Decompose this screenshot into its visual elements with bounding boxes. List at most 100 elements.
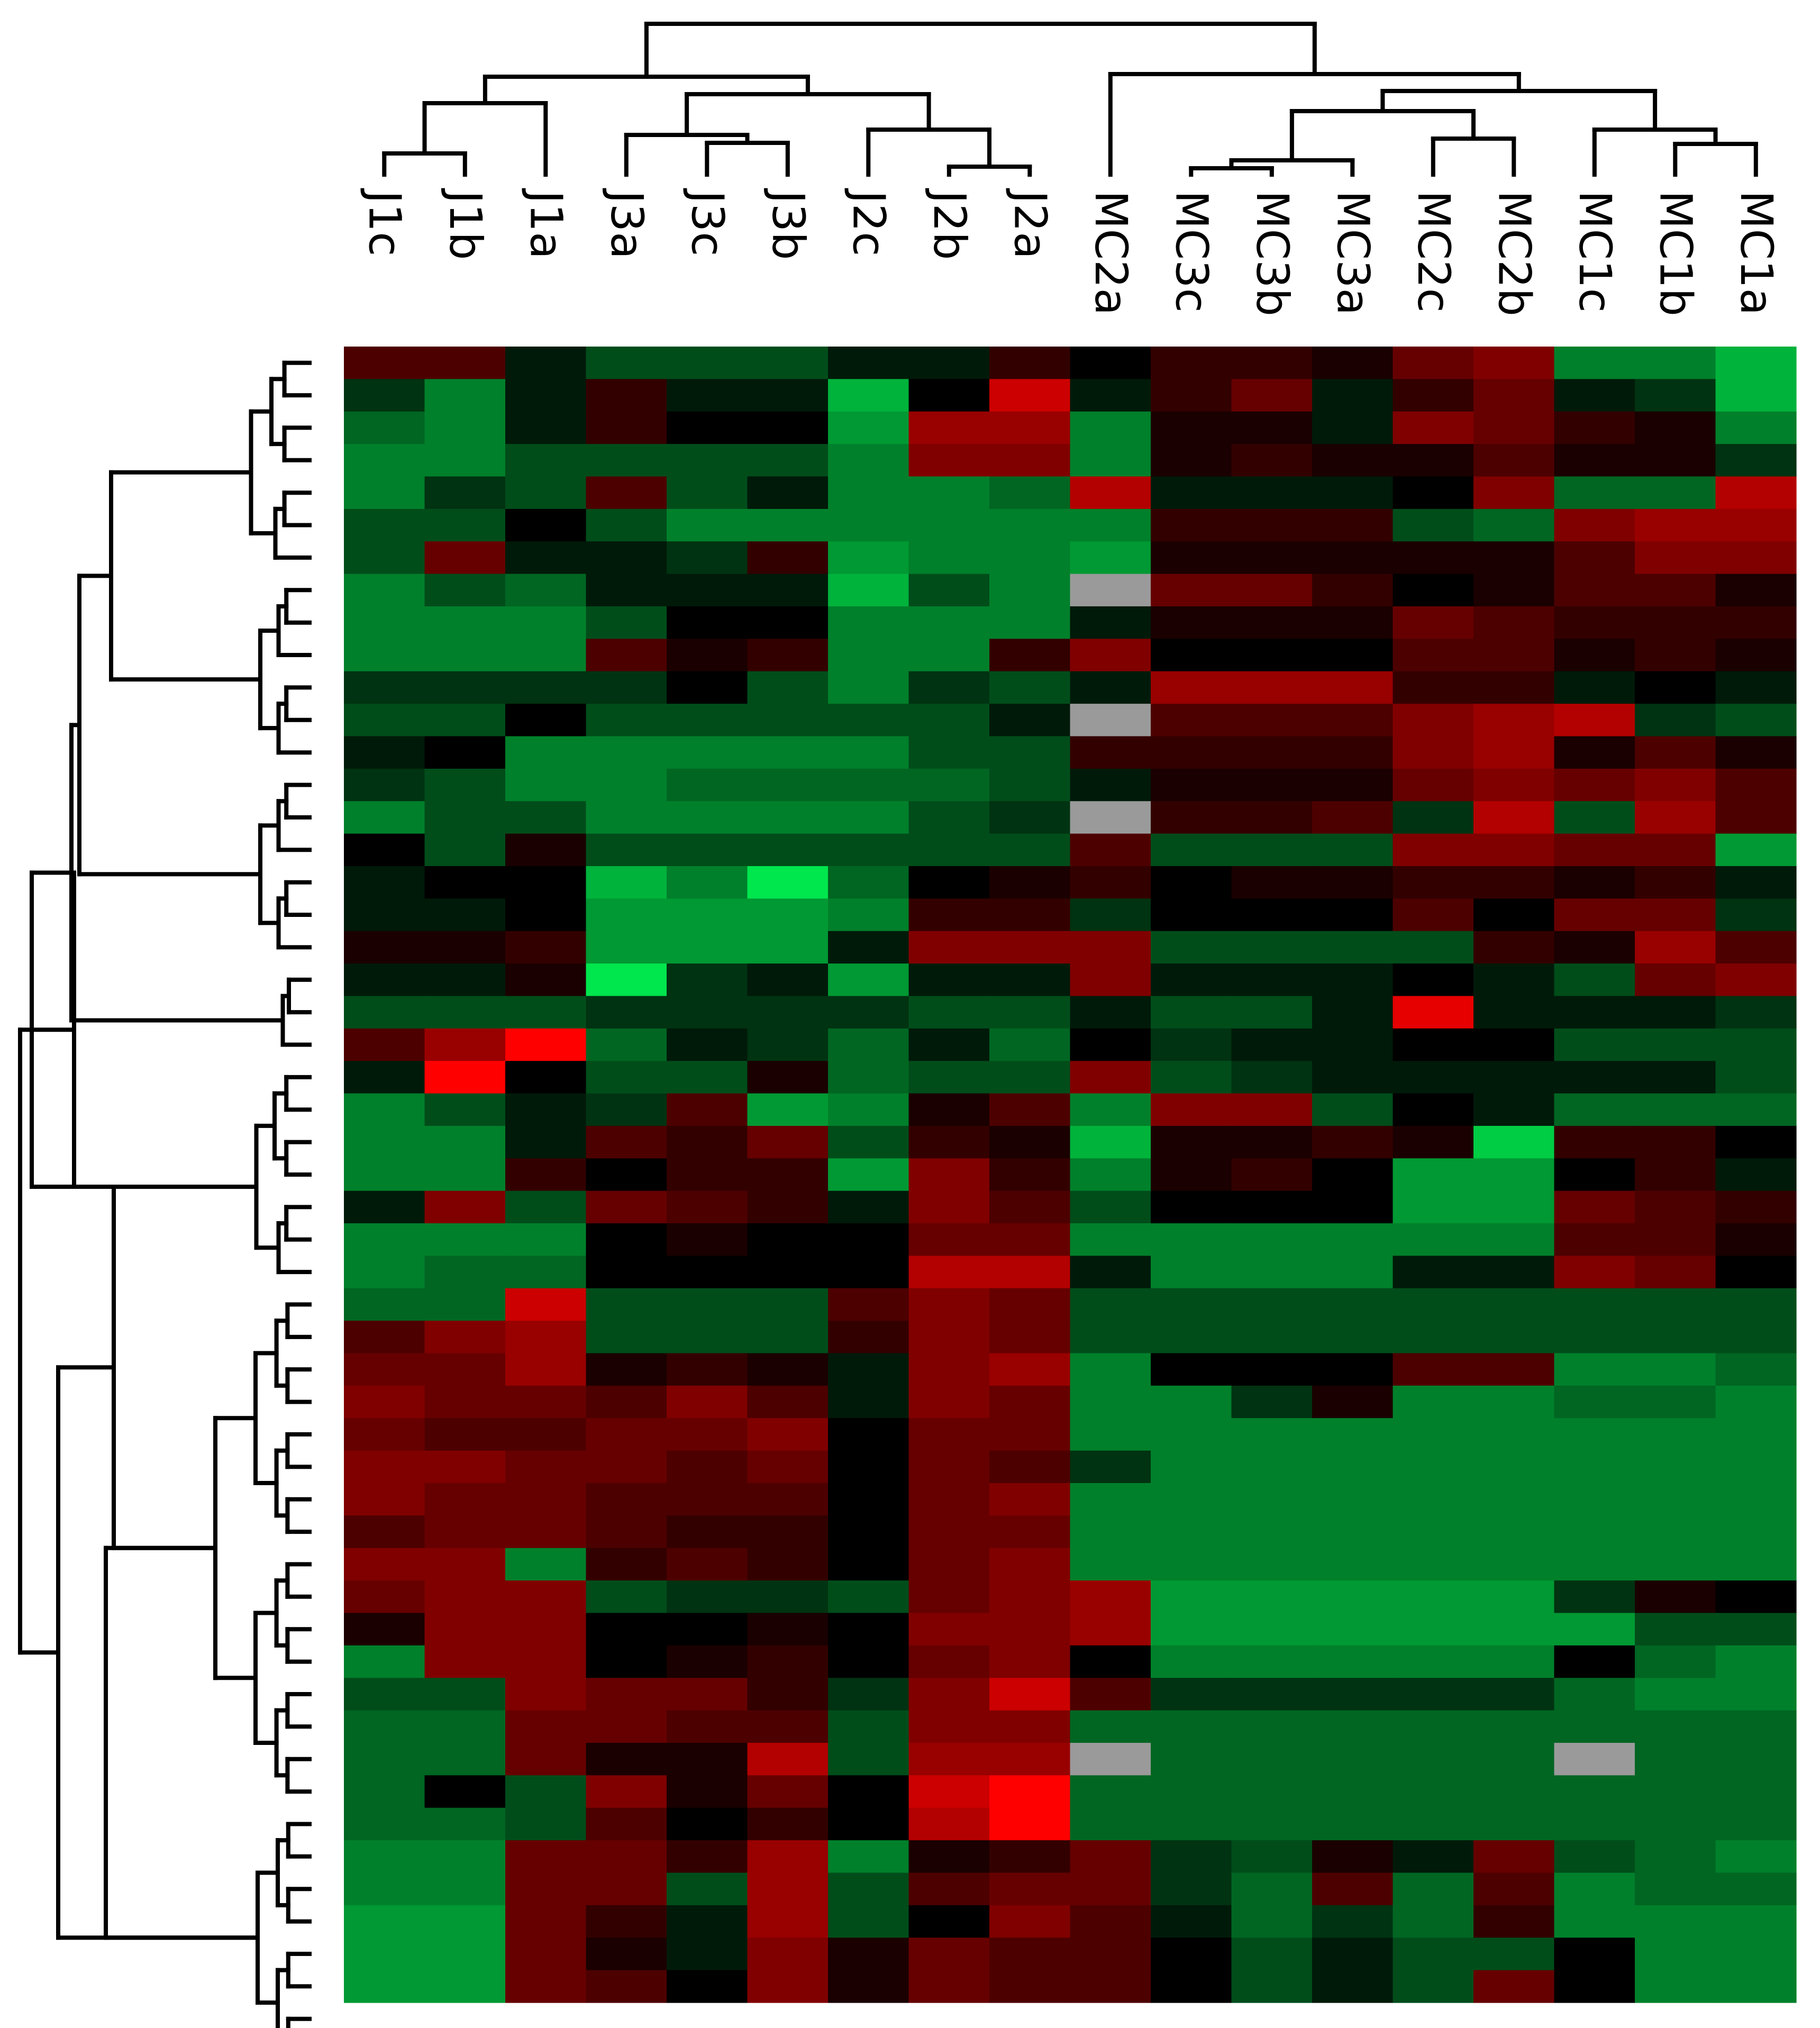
heatmap-cell [1231, 1321, 1313, 1354]
heatmap-cell [1151, 1775, 1232, 1808]
heatmap-cell [989, 866, 1071, 899]
heatmap-cell [1473, 1840, 1555, 1874]
heatmap-cell [1635, 1807, 1716, 1841]
heatmap-cell [586, 1905, 667, 1938]
heatmap-cell [1473, 833, 1555, 867]
heatmap-cell [1393, 1580, 1474, 1614]
heatmap-cell [344, 1970, 425, 2003]
heatmap-cell [908, 379, 990, 412]
heatmap-cell [908, 1190, 990, 1224]
heatmap-cell [586, 996, 667, 1029]
heatmap-cell [989, 1385, 1071, 1418]
heatmap-cell [667, 671, 748, 704]
heatmap-cell [1151, 476, 1232, 510]
heatmap-cell [908, 1450, 990, 1484]
heatmap-cell [424, 1190, 506, 1224]
heatmap-cell [1635, 671, 1716, 704]
heatmap-cell [344, 1418, 425, 1451]
heatmap-cell [989, 1288, 1071, 1321]
heatmap-cell [1070, 1678, 1151, 1711]
heatmap-cell [1635, 1580, 1716, 1614]
heatmap-cell [1070, 508, 1151, 542]
heatmap-cell [1715, 1645, 1797, 1678]
heatmap-cell [1231, 1645, 1313, 1678]
heatmap-cell [989, 541, 1071, 575]
heatmap-cell [1231, 411, 1313, 444]
heatmap-cell [1473, 1158, 1555, 1192]
heatmap-cell [747, 1093, 829, 1126]
heatmap-cell [1070, 1158, 1151, 1192]
heatmap-cell [1231, 1548, 1313, 1581]
heatmap-cell [1070, 963, 1151, 997]
heatmap-cell [989, 1125, 1071, 1159]
heatmap-cell [1312, 1321, 1394, 1354]
heatmap-cell [1554, 1840, 1635, 1874]
heatmap-cell [424, 1321, 506, 1354]
heatmap-cell [989, 1775, 1071, 1808]
heatmap-cell [908, 1645, 990, 1678]
heatmap-cell [1231, 541, 1313, 575]
heatmap-cell [667, 1125, 748, 1159]
heatmap-cell [747, 1678, 829, 1711]
heatmap-cell [908, 1905, 990, 1938]
heatmap-cell [747, 411, 829, 444]
heatmap-cell [1070, 1093, 1151, 1126]
heatmap-cell [1554, 1028, 1635, 1061]
heatmap-cell [1473, 704, 1555, 737]
heatmap-cell [828, 996, 909, 1029]
heatmap-cell [747, 1353, 829, 1386]
heatmap-cell [1715, 1353, 1797, 1386]
heatmap-cell [908, 1353, 990, 1386]
heatmap-cell [424, 1483, 506, 1516]
heatmap-cell [1473, 1710, 1555, 1743]
heatmap-cell [1635, 1872, 1716, 1906]
heatmap-cell [989, 963, 1071, 997]
heatmap-cell [828, 1613, 909, 1646]
heatmap-cell [989, 671, 1071, 704]
heatmap-cell [505, 1743, 587, 1776]
heatmap-cell [344, 1743, 425, 1776]
heatmap-cell [424, 1256, 506, 1289]
heatmap-cell [424, 963, 506, 997]
heatmap-cell [424, 866, 506, 899]
heatmap-cell [989, 1223, 1071, 1257]
heatmap-cell [747, 1418, 829, 1451]
heatmap-cell [747, 833, 829, 867]
heatmap-cell [667, 1385, 748, 1418]
heatmap-cell [344, 833, 425, 867]
heatmap-cell [667, 963, 748, 997]
heatmap-cell [989, 1807, 1071, 1841]
heatmap-cell [505, 1158, 587, 1192]
heatmap-cell [1231, 1613, 1313, 1646]
heatmap-cell [505, 1970, 587, 2003]
heatmap-cell [1635, 768, 1716, 802]
heatmap-cell [828, 574, 909, 607]
heatmap-cell [828, 1028, 909, 1061]
heatmap-cell [1715, 1125, 1797, 1159]
heatmap-cell [1312, 1288, 1394, 1321]
heatmap-cell [1312, 704, 1394, 737]
heatmap-cell [586, 1158, 667, 1192]
heatmap-cell [1393, 1483, 1474, 1516]
heatmap-cell [1231, 574, 1313, 607]
heatmap-cell [586, 1613, 667, 1646]
heatmap-cell [1151, 379, 1232, 412]
heatmap-cell [1231, 1190, 1313, 1224]
heatmap-cell [989, 1938, 1071, 1971]
heatmap-cell [1393, 1223, 1474, 1257]
heatmap-cell [505, 1775, 587, 1808]
heatmap-cell [1393, 931, 1474, 964]
heatmap-cell [747, 574, 829, 607]
heatmap-cell [1715, 1093, 1797, 1126]
heatmap-cell [828, 1970, 909, 2003]
heatmap-cell [1554, 1385, 1635, 1418]
heatmap-cell [344, 801, 425, 834]
column-label: MC2b [1488, 190, 1540, 316]
heatmap-cell [505, 1807, 587, 1841]
heatmap-cell [1070, 1125, 1151, 1159]
heatmap-cell [505, 1223, 587, 1257]
heatmap-cell [908, 996, 990, 1029]
heatmap-cell [747, 1710, 829, 1743]
heatmap-cell [1070, 1807, 1151, 1841]
heatmap-cell [586, 704, 667, 737]
